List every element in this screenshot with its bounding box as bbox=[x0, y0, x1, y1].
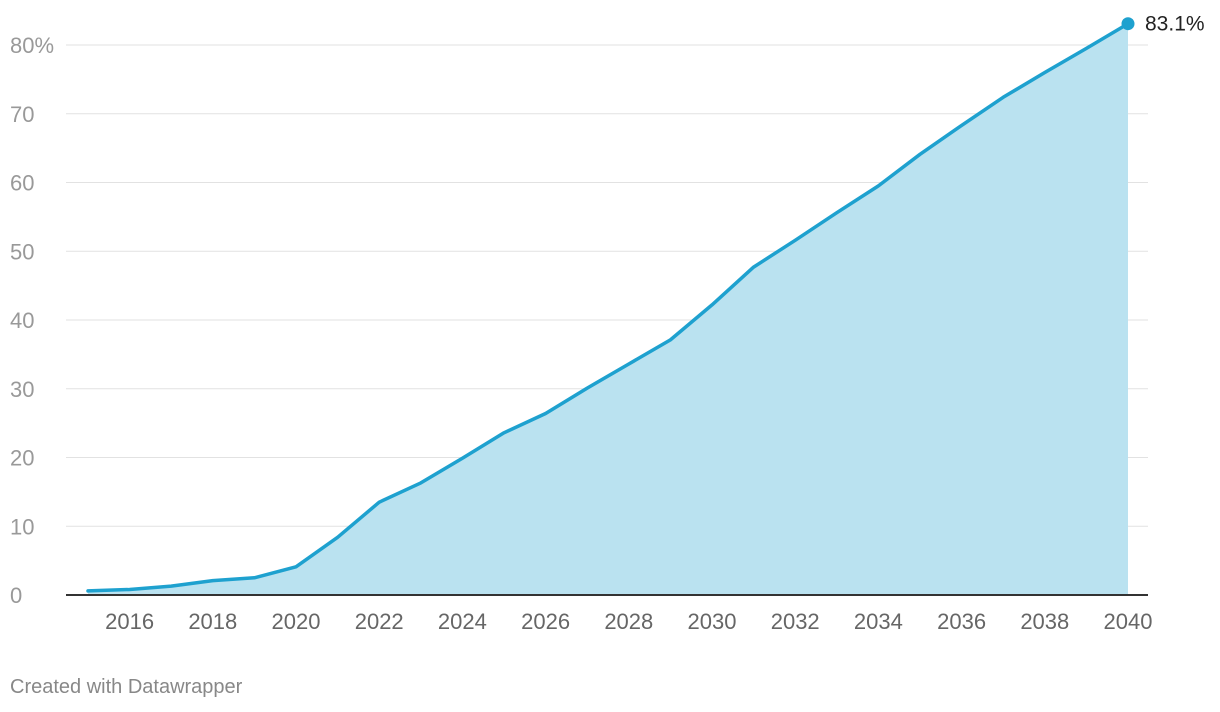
x-tick-label-2032: 2032 bbox=[771, 609, 820, 634]
x-tick-label-2038: 2038 bbox=[1020, 609, 1069, 634]
x-tick-label-2022: 2022 bbox=[355, 609, 404, 634]
y-tick-label-20: 20 bbox=[10, 446, 34, 471]
series-area bbox=[88, 23, 1128, 595]
credit-text: Created with Datawrapper bbox=[10, 676, 243, 698]
y-tick-label-0: 0 bbox=[10, 583, 22, 608]
y-tick-label-80: 80% bbox=[10, 33, 54, 58]
x-tick-label-2018: 2018 bbox=[188, 609, 237, 634]
y-tick-label-60: 60 bbox=[10, 171, 34, 196]
series-line-layer bbox=[86, 21, 1130, 593]
y-tick-label-10: 10 bbox=[10, 514, 34, 539]
series-line bbox=[86, 21, 1130, 593]
x-tick-label-2040: 2040 bbox=[1104, 609, 1153, 634]
y-tick-label-70: 70 bbox=[10, 102, 34, 127]
end-point-marker bbox=[1121, 17, 1135, 31]
x-tick-label-2034: 2034 bbox=[854, 609, 903, 634]
x-tick-label-2016: 2016 bbox=[105, 609, 154, 634]
x-tick-label-2036: 2036 bbox=[937, 609, 986, 634]
x-tick-label-2024: 2024 bbox=[438, 609, 487, 634]
x-tick-label-2026: 2026 bbox=[521, 609, 570, 634]
x-tick-label-2020: 2020 bbox=[272, 609, 321, 634]
area-fill-layer bbox=[88, 23, 1128, 595]
y-tick-label-30: 30 bbox=[10, 377, 34, 402]
x-tick-label-2028: 2028 bbox=[604, 609, 653, 634]
y-tick-label-40: 40 bbox=[10, 308, 34, 333]
annotations: 83.1% bbox=[1121, 13, 1205, 36]
x-tick-label-2030: 2030 bbox=[688, 609, 737, 634]
end-value-label: 83.1% bbox=[1145, 13, 1205, 36]
y-tick-label-50: 50 bbox=[10, 239, 34, 264]
